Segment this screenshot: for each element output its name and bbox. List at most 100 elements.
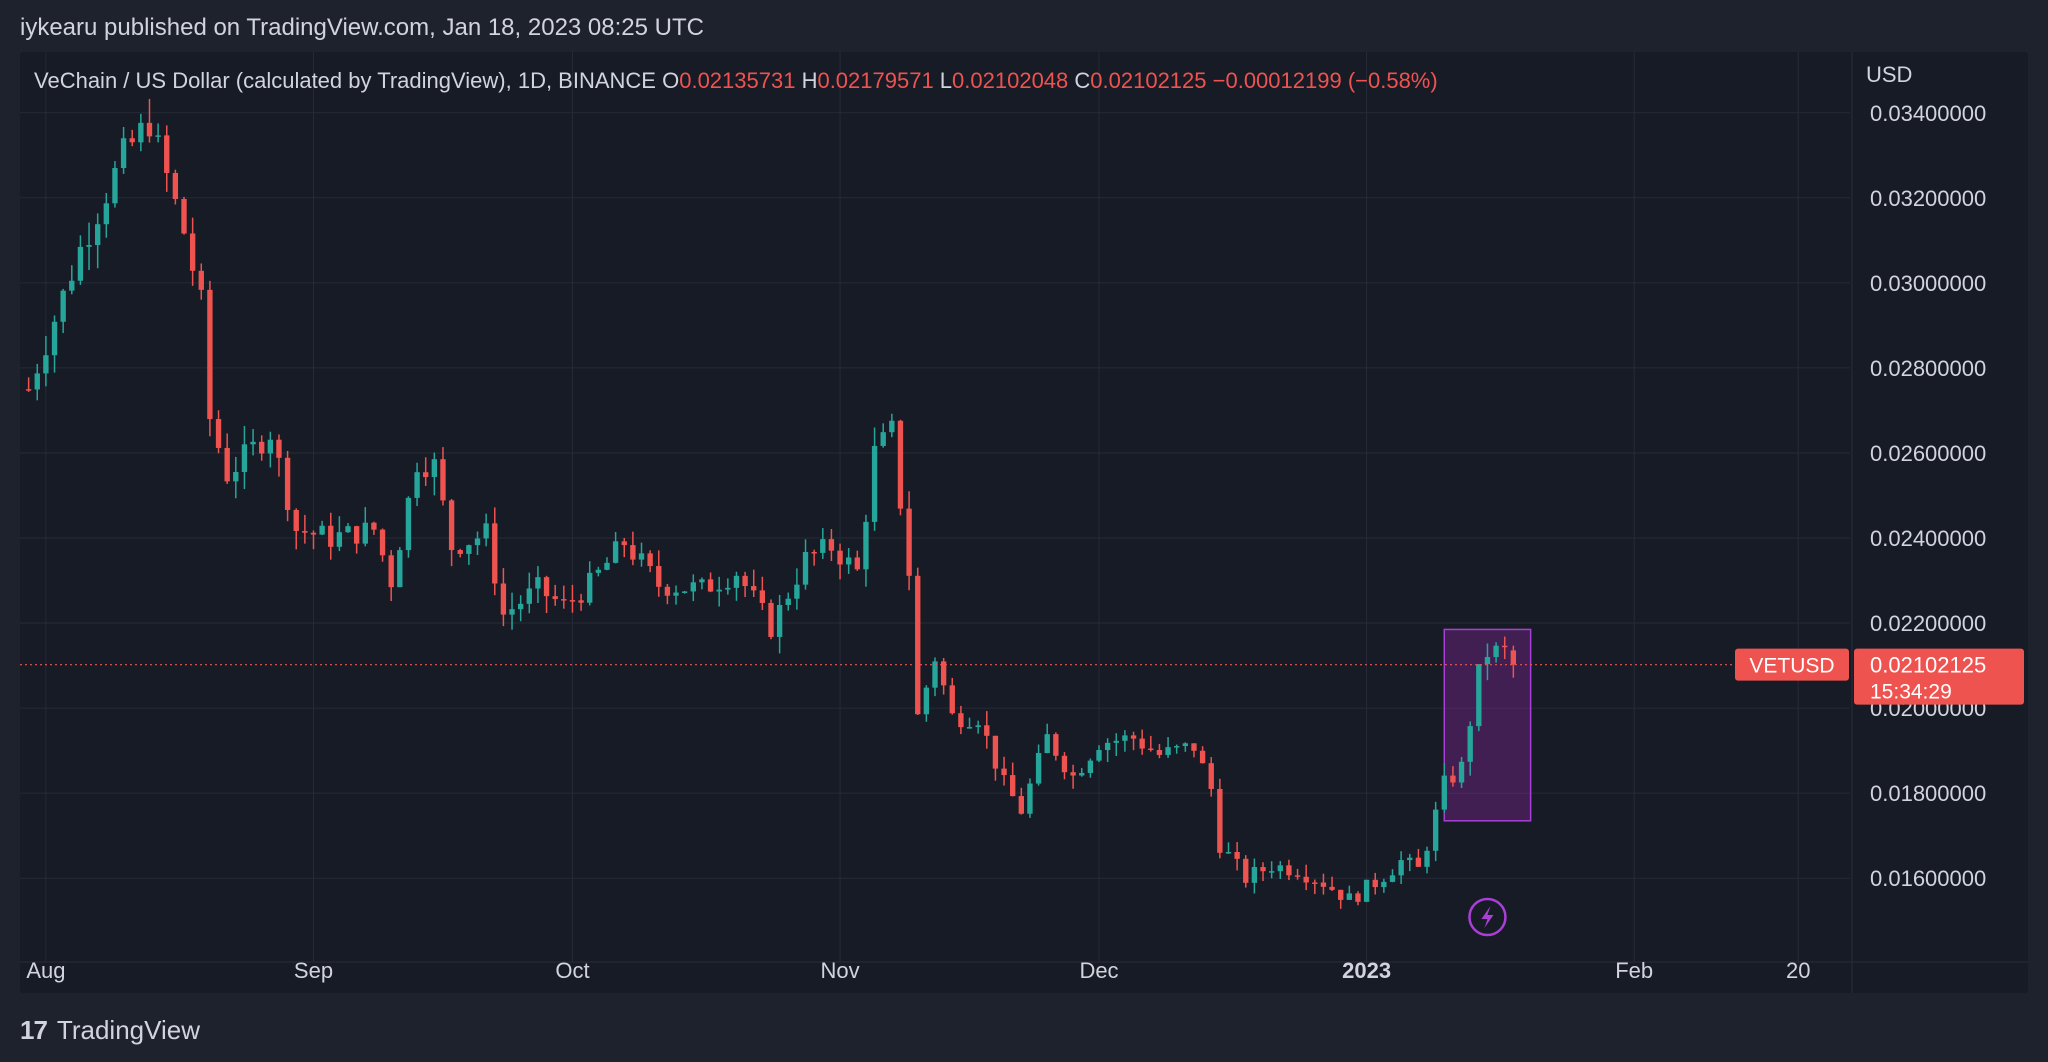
candle[interactable]	[1087, 758, 1094, 778]
candle[interactable]	[414, 462, 420, 507]
candle[interactable]	[379, 528, 386, 562]
candle[interactable]	[405, 496, 412, 558]
candle[interactable]	[630, 531, 636, 566]
candle[interactable]	[621, 537, 627, 558]
candle[interactable]	[1493, 642, 1499, 663]
candle[interactable]	[224, 433, 230, 484]
candle[interactable]	[535, 566, 541, 603]
candle[interactable]	[138, 113, 144, 152]
candle[interactable]	[992, 735, 999, 781]
candle[interactable]	[1148, 735, 1154, 752]
candle[interactable]	[466, 544, 472, 565]
candle[interactable]	[120, 126, 127, 174]
candle[interactable]	[647, 550, 653, 573]
candle[interactable]	[1355, 891, 1361, 906]
candle[interactable]	[915, 567, 921, 716]
candle[interactable]	[837, 543, 843, 580]
candle[interactable]	[681, 590, 688, 594]
candle[interactable]	[310, 530, 317, 550]
candle[interactable]	[854, 550, 860, 571]
candle[interactable]	[293, 508, 299, 550]
candle[interactable]	[1225, 842, 1232, 854]
candle[interactable]	[656, 550, 662, 597]
candle[interactable]	[828, 528, 835, 562]
candle[interactable]	[1476, 664, 1482, 732]
candle[interactable]	[1139, 729, 1145, 755]
candle[interactable]	[664, 583, 671, 605]
chart-panel[interactable]: 0.03400000 0.03200000 0.03000000 0.02800000…	[20, 52, 2028, 993]
candle[interactable]	[1182, 742, 1189, 752]
candle[interactable]	[1424, 846, 1430, 874]
candle[interactable]	[707, 572, 714, 593]
candle[interactable]	[1303, 864, 1309, 891]
candle[interactable]	[932, 657, 938, 697]
candle[interactable]	[552, 584, 558, 606]
candle[interactable]	[897, 419, 904, 516]
candle[interactable]	[397, 547, 403, 588]
candle[interactable]	[811, 549, 817, 566]
candle[interactable]	[457, 548, 463, 558]
candle[interactable]	[1104, 738, 1111, 763]
candle[interactable]	[1234, 842, 1240, 871]
candle[interactable]	[509, 592, 515, 630]
candle[interactable]	[984, 711, 990, 749]
candle[interactable]	[794, 568, 800, 610]
candle[interactable]	[1044, 723, 1050, 754]
candle[interactable]	[95, 213, 101, 269]
candle[interactable]	[60, 288, 66, 334]
candle[interactable]	[871, 427, 878, 531]
candle[interactable]	[1130, 731, 1137, 751]
candle[interactable]	[448, 499, 455, 567]
candle[interactable]	[1467, 721, 1473, 776]
candle[interactable]	[302, 514, 308, 544]
candle[interactable]	[1338, 889, 1344, 909]
candle[interactable]	[1268, 861, 1275, 879]
candle[interactable]	[690, 574, 696, 602]
candle[interactable]	[129, 129, 135, 147]
candle[interactable]	[172, 169, 179, 205]
candle[interactable]	[1510, 645, 1517, 678]
candle[interactable]	[259, 435, 265, 461]
candle[interactable]	[1484, 643, 1491, 681]
candle[interactable]	[353, 525, 360, 554]
candle[interactable]	[940, 658, 947, 695]
candle[interactable]	[612, 532, 619, 564]
candle[interactable]	[233, 456, 239, 499]
lightning-bolt-icon[interactable]	[1468, 897, 1507, 937]
candle[interactable]	[1407, 853, 1413, 872]
candle[interactable]	[699, 577, 705, 590]
candle[interactable]	[1199, 746, 1206, 764]
candle[interactable]	[966, 717, 973, 729]
tradingview-logo-icon[interactable]: 17	[20, 1014, 48, 1045]
candle[interactable]	[820, 528, 826, 559]
candle[interactable]	[34, 363, 40, 401]
candlestick-chart[interactable]: 0.03400000 0.03200000 0.03000000 0.02800000…	[20, 52, 2028, 993]
candle[interactable]	[69, 265, 75, 295]
candle[interactable]	[1450, 766, 1456, 787]
candle[interactable]	[483, 513, 489, 547]
candle[interactable]	[388, 550, 394, 602]
candle[interactable]	[1113, 733, 1119, 756]
candle[interactable]	[1372, 872, 1378, 895]
candle[interactable]	[1174, 744, 1180, 754]
candle[interactable]	[569, 584, 576, 613]
candle[interactable]	[77, 235, 84, 285]
candle[interactable]	[604, 557, 610, 571]
candle[interactable]	[776, 594, 783, 654]
candle[interactable]	[638, 542, 645, 567]
candle[interactable]	[164, 125, 170, 192]
candle[interactable]	[725, 578, 731, 595]
candle[interactable]	[474, 531, 481, 556]
candle[interactable]	[759, 576, 766, 610]
candle[interactable]	[1363, 879, 1370, 903]
candle[interactable]	[423, 457, 429, 486]
candle[interactable]	[1156, 743, 1163, 759]
candle[interactable]	[51, 315, 58, 373]
candle[interactable]	[1502, 636, 1508, 660]
candle[interactable]	[1294, 868, 1301, 880]
candle[interactable]	[1277, 861, 1283, 880]
candle[interactable]	[587, 561, 593, 606]
candle[interactable]	[345, 523, 351, 533]
candle[interactable]	[1217, 778, 1223, 859]
candle[interactable]	[1061, 752, 1068, 780]
